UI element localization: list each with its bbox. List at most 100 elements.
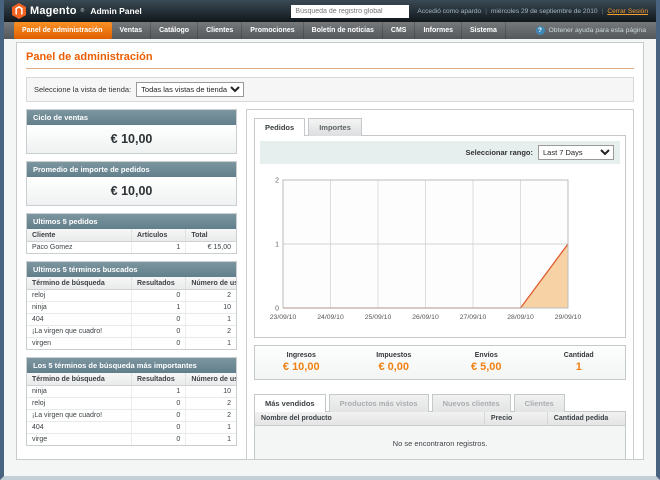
total-value: 1 xyxy=(533,361,626,373)
help-label: Obtener ayuda para esta página xyxy=(549,27,647,34)
main-nav: Panel de administraciónVentasCatálogoCli… xyxy=(4,22,656,39)
nav-tab[interactable]: Sistema xyxy=(462,22,506,39)
column-header: Término de búsqueda xyxy=(27,277,132,290)
total-label: Impuestos xyxy=(348,352,441,359)
svg-text:25/09/10: 25/09/10 xyxy=(365,314,392,321)
top-search-terms-table: Término de búsqueda Resultados Número de… xyxy=(27,373,236,445)
total-value: € 5,00 xyxy=(440,361,533,373)
right-column: PedidosImportes Seleccionar rango: Last … xyxy=(246,109,634,460)
logo-registered-mark: ® xyxy=(81,8,85,14)
column-header: Precio xyxy=(484,412,547,426)
nav-tab[interactable]: Boletín de noticias xyxy=(304,22,383,39)
top-search-terms-title: Los 5 términos de búsqueda más important… xyxy=(27,358,236,373)
help-icon: ? xyxy=(536,26,545,35)
session-info: Accedió como apardo | miércoles 29 de se… xyxy=(417,8,648,15)
avg-order-value: € 10,00 xyxy=(27,177,236,205)
products-grid: Nombre del producto Precio Cantidad pedi… xyxy=(254,411,626,460)
magento-logo-icon xyxy=(12,3,26,19)
last-orders-title: Ultimos 5 pedidos xyxy=(27,214,236,229)
products-tabs: Más vendidosProductos más vistosNuevos c… xyxy=(254,393,626,411)
store-view-select[interactable]: Todas las vistas de tienda xyxy=(136,82,244,97)
column-header: Número de usos xyxy=(186,277,236,290)
orders-chart: 01223/09/1024/09/1025/09/1026/09/1027/09… xyxy=(255,169,625,337)
nav-tab[interactable]: Informes xyxy=(415,22,462,39)
last-search-terms-title: Ultimos 5 términos buscados xyxy=(27,262,236,277)
nav-tab[interactable]: Clientes xyxy=(198,22,242,39)
total-cell: Ingresos € 10,00 xyxy=(255,352,348,373)
column-header: Resultados xyxy=(132,373,186,386)
total-cell: Impuestos € 0,00 xyxy=(348,352,441,373)
total-label: Envíos xyxy=(440,352,533,359)
nav-items: Panel de administraciónVentasCatálogoCli… xyxy=(14,22,506,39)
table-row[interactable]: 40401 xyxy=(27,314,236,326)
table-row[interactable]: ninja110 xyxy=(27,302,236,314)
logged-in-as-text: Accedió como apardo xyxy=(417,8,481,15)
content-container: Panel de administración Seleccione la vi… xyxy=(16,42,644,460)
table-row[interactable]: ¡La virgen que cuadro!02 xyxy=(27,326,236,338)
nav-tab[interactable]: Promociones xyxy=(242,22,303,39)
empty-records-message: No se encontraron registros. xyxy=(255,426,625,460)
table-row[interactable]: reloj02 xyxy=(27,398,236,410)
sales-cycle-value: € 10,00 xyxy=(27,125,236,153)
range-select[interactable]: Last 7 Days xyxy=(538,145,614,160)
range-label: Seleccionar rango: xyxy=(465,148,533,157)
separator: | xyxy=(602,8,604,15)
svg-text:24/09/10: 24/09/10 xyxy=(317,314,344,321)
dashboard-columns: Ciclo de ventas € 10,00 Promedio de impo… xyxy=(26,109,634,460)
sales-cycle-box: Ciclo de ventas € 10,00 xyxy=(26,109,237,154)
last-orders-table: Cliente Artículos Total Paco Gomez1€ 15,… xyxy=(27,229,236,253)
table-row[interactable]: ninja110 xyxy=(27,386,236,398)
nav-tab[interactable]: CMS xyxy=(383,22,416,39)
store-view-switcher: Seleccione la vista de tienda: Todas las… xyxy=(26,77,634,102)
column-header: Total xyxy=(186,229,236,242)
svg-text:0: 0 xyxy=(275,306,279,313)
svg-text:26/09/10: 26/09/10 xyxy=(412,314,439,321)
table-row[interactable]: Paco Gomez1€ 15,00 xyxy=(27,242,236,254)
column-header: Cantidad pedida xyxy=(547,412,625,426)
top-search-terms-box: Los 5 términos de búsqueda más important… xyxy=(26,357,237,446)
chart-tabs: PedidosImportes xyxy=(254,117,626,135)
table-row[interactable]: 40401 xyxy=(27,422,236,434)
logout-link[interactable]: Cerrar Sesión xyxy=(607,8,648,15)
column-header: Número de usos xyxy=(186,373,236,386)
magento-admin-window: Magento® Admin Panel Accedió como apardo… xyxy=(0,0,660,480)
products-tab[interactable]: Clientes xyxy=(514,394,565,412)
table-row[interactable]: reloj02 xyxy=(27,290,236,302)
total-value: € 0,00 xyxy=(348,361,441,373)
total-label: Ingresos xyxy=(255,352,348,359)
chart-tab[interactable]: Pedidos xyxy=(254,118,305,136)
current-date-text: miércoles 29 de septiembre de 2010 xyxy=(491,8,598,15)
sales-cycle-title: Ciclo de ventas xyxy=(27,110,236,125)
totals-box: Ingresos € 10,00 Impuestos € 0,00 xyxy=(254,345,626,380)
page-help-link[interactable]: ? Obtener ayuda para esta página xyxy=(536,22,657,39)
nav-tab[interactable]: Catálogo xyxy=(151,22,198,39)
column-header: Cliente xyxy=(27,229,132,242)
total-cell: Envíos € 5,00 xyxy=(440,352,533,373)
total-value: € 10,00 xyxy=(255,361,348,373)
total-cell: Cantidad 1 xyxy=(533,352,626,373)
column-header: Artículos xyxy=(132,229,186,242)
chart-tab[interactable]: Importes xyxy=(308,118,362,136)
products-tab[interactable]: Más vendidos xyxy=(254,394,326,412)
main-area: Panel de administración Seleccione la vi… xyxy=(4,39,656,476)
avg-order-box: Promedio de importe de pedidos € 10,00 xyxy=(26,161,237,206)
nav-tab[interactable]: Ventas xyxy=(112,22,152,39)
svg-text:23/09/10: 23/09/10 xyxy=(270,314,297,321)
store-view-label: Seleccione la vista de tienda: xyxy=(34,85,131,94)
svg-text:1: 1 xyxy=(275,242,279,249)
top-bar: Magento® Admin Panel Accedió como apardo… xyxy=(4,0,656,22)
range-selector-bar: Seleccionar rango: Last 7 Days xyxy=(260,141,620,164)
table-row[interactable]: ¡La virgen que cuadro!02 xyxy=(27,410,236,422)
orders-tab-content: Seleccionar rango: Last 7 Days 01223/09/… xyxy=(254,135,626,338)
products-grid-header: Nombre del producto Precio Cantidad pedi… xyxy=(255,412,625,426)
products-tab[interactable]: Nuevos clientes xyxy=(432,394,511,412)
column-header: Término de búsqueda xyxy=(27,373,132,386)
global-search-input[interactable] xyxy=(291,5,409,18)
table-row[interactable]: virgen01 xyxy=(27,338,236,350)
products-tab[interactable]: Productos más vistos xyxy=(329,394,429,412)
nav-tab[interactable]: Panel de administración xyxy=(14,22,112,39)
last-search-terms-table: Término de búsqueda Resultados Número de… xyxy=(27,277,236,349)
table-row[interactable]: virge01 xyxy=(27,434,236,446)
magento-logo: Magento® Admin Panel xyxy=(12,3,142,19)
last-orders-box: Ultimos 5 pedidos Cliente Artículos Tota… xyxy=(26,213,237,254)
